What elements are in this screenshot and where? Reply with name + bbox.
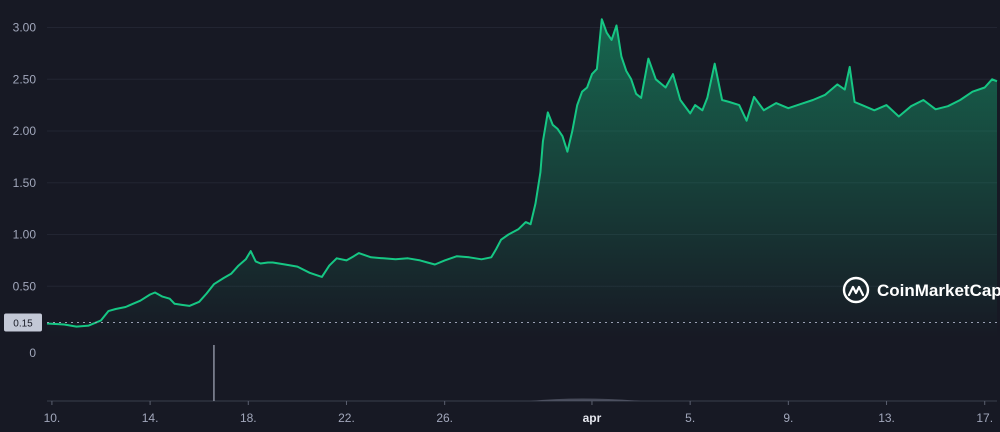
- price-area: [47, 19, 997, 338]
- current-price-marker: 0.15: [4, 313, 997, 332]
- volume-panel: 0: [29, 345, 997, 402]
- x-tick-label: 17.: [976, 411, 993, 425]
- x-axis: 10. 14. 18. 22. 26. apr 5. 9. 13. 17.: [44, 401, 993, 425]
- y-tick-label: 2.50: [13, 72, 37, 86]
- coinmarketcap-logo-icon: [842, 276, 870, 304]
- y-tick-label: 0.50: [13, 279, 37, 293]
- price-line: [46, 18, 998, 328]
- y-tick-label: 1.00: [13, 228, 37, 242]
- y-tick-label: 2.00: [13, 124, 37, 138]
- volume-bump: [530, 398, 642, 401]
- y-tick-label: 1.50: [13, 176, 37, 190]
- x-tick-label: 5.: [685, 411, 695, 425]
- x-tick-label: 14.: [142, 411, 159, 425]
- x-tick-label: 13.: [878, 411, 895, 425]
- x-tick-label: 10.: [44, 411, 61, 425]
- x-tick-label: 9.: [783, 411, 793, 425]
- x-tick-label: 18.: [240, 411, 257, 425]
- current-price-badge: [4, 313, 42, 332]
- volume-zero-label: 0: [29, 346, 36, 360]
- current-price-label: 0.15: [13, 318, 33, 329]
- watermark-text: CoinMarketCap: [877, 281, 1000, 300]
- price-area-fill: [47, 19, 997, 338]
- x-tick-label: 26.: [436, 411, 453, 425]
- y-axis: 3.00 2.50 2.00 1.50 1.00 0.50: [13, 21, 37, 294]
- x-tick-label: 22.: [338, 411, 355, 425]
- price-series-line: [46, 18, 998, 328]
- y-tick-label: 3.00: [13, 21, 37, 35]
- watermark: CoinMarketCap: [842, 276, 1000, 304]
- x-tick-label: apr: [583, 411, 602, 425]
